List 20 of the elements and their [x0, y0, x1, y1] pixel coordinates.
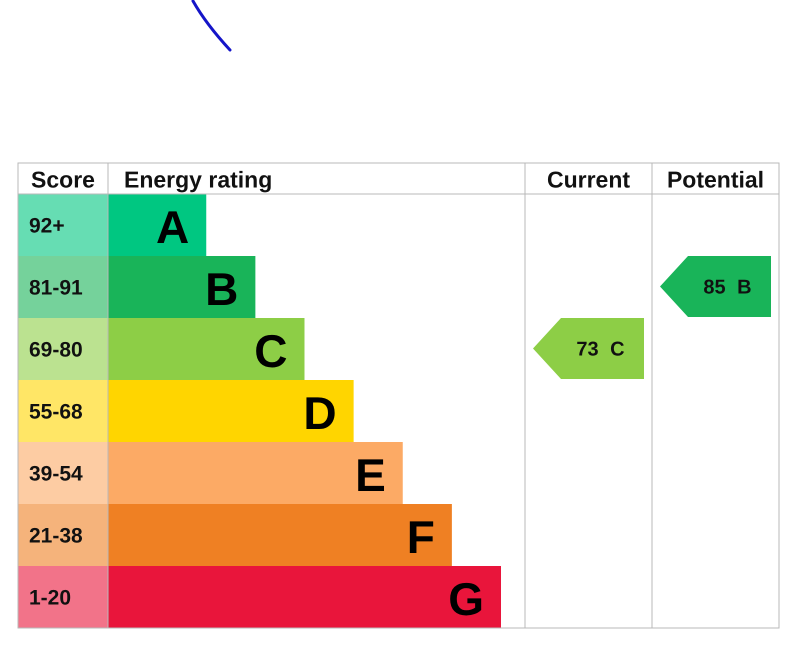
annotation: A	[156, 201, 190, 253]
annotation: F	[406, 511, 435, 563]
x-axis-title: Energy rating	[124, 166, 272, 192]
annotation: G	[448, 573, 484, 625]
annotation: C	[254, 325, 288, 377]
text: Potential	[666, 166, 764, 192]
y-tick-label: 81-91	[29, 276, 84, 300]
annotation: D	[303, 387, 337, 439]
y-tick-label: 39-54	[29, 462, 84, 486]
text: 73 C	[576, 338, 625, 360]
annotation: E	[355, 449, 386, 501]
y-tick-label: 1-20	[29, 586, 72, 610]
y-tick-label: 21-38	[29, 524, 84, 548]
y-axis-title: Score	[31, 166, 95, 192]
annotation: B	[205, 263, 238, 315]
y-tick-label: 55-68	[29, 400, 84, 424]
y-tick-label: 92+	[29, 214, 65, 238]
y-tick-label: 69-80	[29, 338, 83, 362]
text: Current	[546, 166, 630, 192]
text: 85 B	[703, 276, 752, 298]
